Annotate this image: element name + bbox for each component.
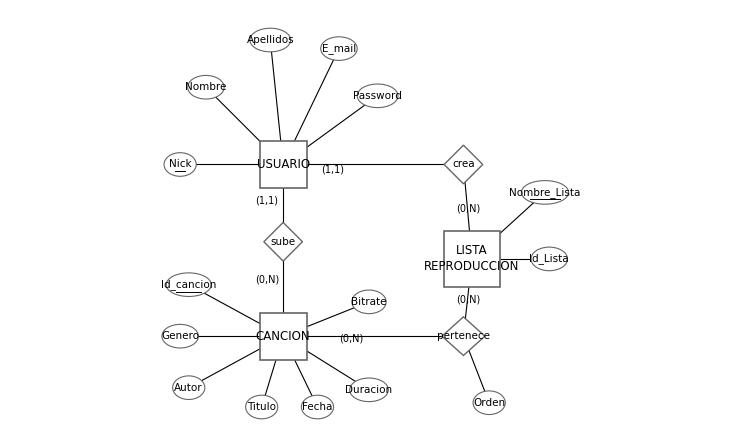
Text: Password: Password bbox=[354, 91, 402, 101]
Text: Autor: Autor bbox=[174, 383, 203, 393]
Text: E_mail: E_mail bbox=[322, 43, 356, 54]
Text: Id_cancion: Id_cancion bbox=[161, 279, 216, 290]
Text: Nick: Nick bbox=[169, 159, 191, 169]
Ellipse shape bbox=[250, 28, 291, 52]
Text: (0,N): (0,N) bbox=[339, 334, 363, 343]
Ellipse shape bbox=[164, 152, 196, 176]
Text: CANCION: CANCION bbox=[256, 330, 311, 343]
Text: Genero: Genero bbox=[161, 331, 199, 341]
Ellipse shape bbox=[357, 84, 398, 108]
Text: Bitrate: Bitrate bbox=[351, 297, 387, 307]
Text: Apellidos: Apellidos bbox=[246, 35, 294, 45]
Text: (1,1): (1,1) bbox=[321, 165, 344, 175]
FancyBboxPatch shape bbox=[260, 141, 307, 188]
Text: Titulo: Titulo bbox=[247, 402, 276, 412]
Text: Nombre_Lista: Nombre_Lista bbox=[509, 187, 581, 198]
Text: pertenece: pertenece bbox=[437, 331, 490, 341]
Text: Fecha: Fecha bbox=[303, 402, 333, 412]
Text: crea: crea bbox=[452, 159, 475, 169]
Ellipse shape bbox=[531, 247, 568, 271]
Text: (1,1): (1,1) bbox=[255, 196, 278, 206]
Text: USUARIO: USUARIO bbox=[257, 158, 310, 171]
Ellipse shape bbox=[246, 395, 277, 419]
Ellipse shape bbox=[521, 181, 568, 204]
Ellipse shape bbox=[473, 391, 506, 415]
FancyBboxPatch shape bbox=[260, 313, 307, 360]
Ellipse shape bbox=[162, 324, 199, 348]
Text: LISTA
REPRODUCCION: LISTA REPRODUCCION bbox=[424, 245, 520, 273]
Ellipse shape bbox=[350, 378, 388, 402]
Text: Duracion: Duracion bbox=[345, 385, 393, 395]
Ellipse shape bbox=[187, 76, 224, 99]
Text: Orden: Orden bbox=[473, 398, 506, 408]
Ellipse shape bbox=[301, 395, 334, 419]
Polygon shape bbox=[442, 317, 485, 356]
Ellipse shape bbox=[352, 290, 386, 314]
Polygon shape bbox=[444, 145, 483, 184]
FancyBboxPatch shape bbox=[444, 231, 500, 287]
Text: (0,N): (0,N) bbox=[457, 203, 480, 213]
Ellipse shape bbox=[166, 273, 211, 296]
Ellipse shape bbox=[321, 37, 357, 60]
Text: sube: sube bbox=[271, 237, 296, 247]
Text: (0,N): (0,N) bbox=[255, 274, 279, 285]
Ellipse shape bbox=[173, 376, 205, 400]
Text: Id_Lista: Id_Lista bbox=[529, 254, 569, 264]
Polygon shape bbox=[264, 222, 303, 261]
Text: Nombre: Nombre bbox=[185, 82, 227, 92]
Text: (0,N): (0,N) bbox=[457, 295, 480, 305]
